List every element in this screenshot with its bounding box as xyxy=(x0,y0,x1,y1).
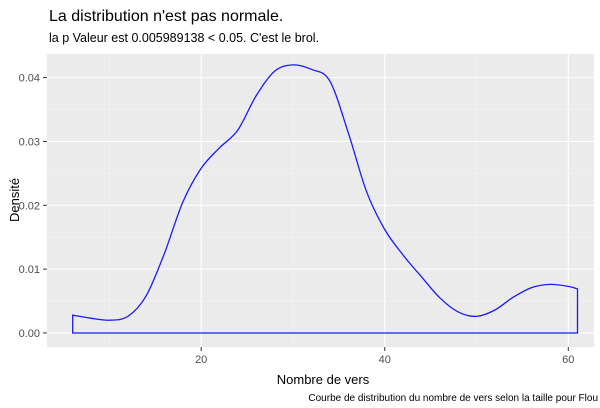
density-curve xyxy=(72,64,579,334)
chart-title: La distribution n'est pas normale. xyxy=(49,8,283,25)
y-tick-label: 0.02 xyxy=(19,200,40,212)
y-tick-label: 0.01 xyxy=(19,264,40,276)
y-tick-label: 0.04 xyxy=(19,73,40,85)
chart-caption: Courbe de distribution du nombre de vers… xyxy=(308,393,598,404)
y-tick-label: 0.03 xyxy=(19,136,40,148)
x-axis-title: Nombre de vers xyxy=(277,372,370,387)
plot-panel xyxy=(47,54,594,347)
chart-subtitle: la p Valeur est 0.005989138 < 0.05. C'es… xyxy=(49,31,319,45)
y-tick-label: 0.00 xyxy=(19,328,40,340)
y-axis-title: Densité xyxy=(7,178,22,222)
x-tick-label: 20 xyxy=(195,354,207,366)
x-tick-label: 40 xyxy=(379,354,391,366)
x-tick-label: 60 xyxy=(562,354,574,366)
axis-ticks: 20 40 60 0.00 0.01 0.02 0.03 0.04 xyxy=(19,73,575,366)
